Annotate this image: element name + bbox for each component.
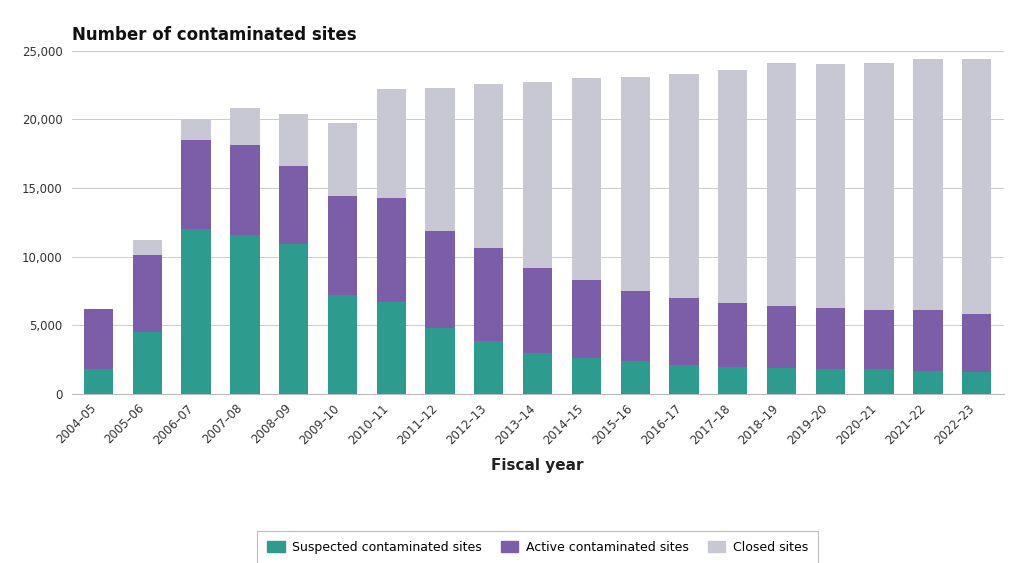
X-axis label: Fiscal year: Fiscal year — [492, 458, 584, 473]
Bar — [621, 361, 650, 394]
Bar — [718, 367, 748, 394]
Bar — [523, 268, 552, 353]
Bar — [230, 108, 259, 145]
Bar — [133, 240, 162, 256]
Bar — [571, 78, 601, 280]
Bar — [864, 310, 894, 369]
Bar — [279, 114, 308, 166]
Bar — [718, 70, 748, 303]
Bar — [181, 229, 211, 394]
Bar — [474, 341, 504, 394]
Bar — [523, 353, 552, 394]
Bar — [670, 298, 698, 365]
Bar — [377, 89, 406, 198]
Bar — [963, 372, 991, 394]
Bar — [181, 119, 211, 140]
Bar — [864, 369, 894, 394]
Bar — [279, 244, 308, 394]
Legend: Suspected contaminated sites, Active contaminated sites, Closed sites: Suspected contaminated sites, Active con… — [257, 531, 818, 563]
Bar — [84, 309, 113, 369]
Bar — [377, 302, 406, 394]
Bar — [474, 84, 504, 248]
Bar — [963, 59, 991, 314]
Bar — [377, 198, 406, 302]
Bar — [328, 123, 357, 196]
Bar — [913, 310, 942, 371]
Bar — [230, 145, 259, 235]
Bar — [230, 235, 259, 394]
Bar — [767, 306, 797, 368]
Bar — [816, 64, 845, 309]
Bar — [913, 59, 942, 310]
Bar — [133, 332, 162, 394]
Bar — [181, 140, 211, 229]
Bar — [670, 365, 698, 394]
Bar — [523, 82, 552, 268]
Bar — [328, 196, 357, 295]
Bar — [913, 371, 942, 394]
Bar — [425, 231, 455, 328]
Bar — [963, 314, 991, 372]
Bar — [621, 291, 650, 361]
Text: Number of contaminated sites: Number of contaminated sites — [72, 25, 356, 43]
Bar — [718, 303, 748, 367]
Bar — [670, 74, 698, 298]
Bar — [279, 166, 308, 244]
Bar — [571, 280, 601, 359]
Bar — [474, 248, 504, 341]
Bar — [133, 256, 162, 332]
Bar — [621, 77, 650, 291]
Bar — [571, 359, 601, 394]
Bar — [328, 295, 357, 394]
Bar — [816, 369, 845, 394]
Bar — [767, 368, 797, 394]
Bar — [425, 88, 455, 231]
Bar — [84, 369, 113, 394]
Bar — [425, 328, 455, 394]
Bar — [767, 63, 797, 306]
Bar — [816, 309, 845, 369]
Bar — [864, 63, 894, 310]
